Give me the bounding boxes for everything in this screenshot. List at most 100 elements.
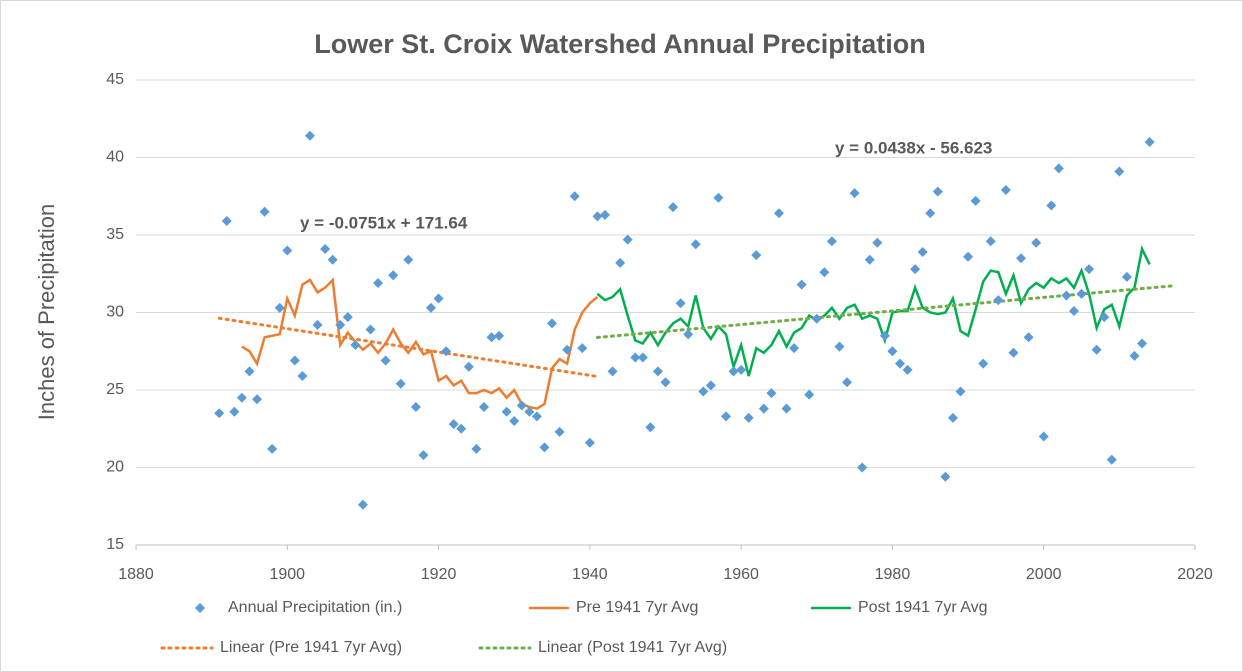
data-point bbox=[342, 312, 353, 323]
data-point bbox=[388, 270, 399, 281]
data-point bbox=[599, 209, 610, 220]
data-point bbox=[214, 408, 225, 419]
data-point bbox=[297, 371, 308, 382]
data-point bbox=[811, 313, 822, 324]
data-point bbox=[773, 208, 784, 219]
data-point bbox=[486, 332, 497, 343]
data-point bbox=[373, 278, 384, 289]
data-point bbox=[1099, 312, 1110, 323]
data-point bbox=[289, 355, 300, 366]
data-point bbox=[826, 236, 837, 247]
legend-label: Linear (Pre 1941 7yr Avg) bbox=[220, 639, 402, 656]
data-point bbox=[637, 352, 648, 363]
data-point bbox=[426, 302, 437, 313]
data-point bbox=[978, 358, 989, 369]
chart-title: Lower St. Croix Watershed Annual Precipi… bbox=[314, 29, 926, 59]
x-tick-label: 2020 bbox=[1177, 566, 1213, 583]
data-point bbox=[327, 254, 338, 265]
x-tick-label: 1900 bbox=[269, 566, 305, 583]
data-point bbox=[456, 423, 467, 434]
data-point bbox=[463, 361, 474, 372]
data-point bbox=[501, 406, 512, 417]
data-point bbox=[441, 346, 452, 357]
data-point bbox=[562, 344, 573, 355]
data-point bbox=[1016, 253, 1027, 264]
data-point bbox=[1076, 288, 1087, 299]
data-point bbox=[592, 211, 603, 222]
data-point bbox=[380, 355, 391, 366]
data-point bbox=[1000, 185, 1011, 196]
data-point bbox=[236, 392, 247, 403]
data-point bbox=[1084, 264, 1095, 275]
data-point bbox=[478, 402, 489, 413]
x-tick-label: 1980 bbox=[875, 566, 911, 583]
data-point bbox=[630, 352, 641, 363]
data-point bbox=[607, 366, 618, 377]
data-point bbox=[350, 340, 361, 351]
data-point bbox=[758, 403, 769, 414]
legend-label: Annual Precipitation (in.) bbox=[228, 599, 402, 616]
legend-label: Linear (Post 1941 7yr Avg) bbox=[538, 639, 727, 656]
x-tick-label: 1940 bbox=[572, 566, 608, 583]
y-tick-label: 40 bbox=[106, 149, 124, 166]
data-point bbox=[728, 366, 739, 377]
data-point bbox=[781, 403, 792, 414]
data-point bbox=[887, 346, 898, 357]
data-point bbox=[910, 264, 921, 275]
data-point bbox=[796, 279, 807, 290]
data-point bbox=[274, 302, 285, 313]
data-point bbox=[947, 412, 958, 423]
x-tick-label: 1920 bbox=[421, 566, 457, 583]
avg-line bbox=[596, 245, 1151, 377]
data-point bbox=[410, 402, 421, 413]
data-point bbox=[433, 293, 444, 304]
data-point bbox=[494, 330, 505, 341]
data-point bbox=[1053, 163, 1064, 174]
data-point bbox=[652, 366, 663, 377]
data-point bbox=[842, 377, 853, 388]
y-tick-label: 15 bbox=[106, 536, 124, 553]
data-point bbox=[894, 358, 905, 369]
data-point bbox=[365, 324, 376, 335]
data-point bbox=[849, 188, 860, 199]
data-point bbox=[766, 388, 777, 399]
data-point bbox=[531, 411, 542, 422]
trend-line bbox=[595, 284, 1174, 339]
y-axis-label: Inches of Precipitation bbox=[34, 204, 59, 420]
data-point bbox=[1144, 137, 1155, 147]
data-point bbox=[509, 416, 520, 426]
data-point bbox=[267, 443, 278, 454]
data-point bbox=[615, 257, 626, 268]
data-point bbox=[418, 450, 429, 461]
data-point bbox=[320, 243, 331, 254]
data-point bbox=[1121, 271, 1132, 282]
data-point bbox=[547, 318, 558, 329]
data-point bbox=[789, 343, 800, 354]
data-point bbox=[357, 499, 368, 510]
data-point bbox=[1129, 350, 1140, 361]
data-point bbox=[705, 380, 716, 391]
y-tick-label: 35 bbox=[106, 226, 124, 243]
data-point bbox=[872, 237, 883, 248]
legend-label: Pre 1941 7yr Avg bbox=[576, 599, 698, 616]
data-point bbox=[751, 250, 762, 261]
data-point bbox=[244, 366, 255, 377]
data-point bbox=[864, 254, 875, 265]
data-point bbox=[932, 186, 943, 197]
data-point bbox=[259, 206, 270, 217]
data-point bbox=[902, 364, 913, 375]
data-point bbox=[471, 443, 482, 454]
data-point bbox=[577, 343, 588, 354]
data-point bbox=[857, 462, 868, 473]
y-tick-label: 30 bbox=[106, 304, 124, 321]
y-tick-label: 25 bbox=[106, 381, 124, 398]
data-point bbox=[229, 406, 240, 417]
data-point bbox=[395, 378, 406, 389]
data-point bbox=[539, 442, 550, 453]
data-point bbox=[721, 411, 732, 422]
data-point bbox=[834, 341, 845, 352]
data-point bbox=[622, 234, 633, 245]
data-point bbox=[1046, 200, 1057, 211]
data-point bbox=[252, 394, 263, 405]
x-tick-label: 1880 bbox=[118, 566, 154, 583]
